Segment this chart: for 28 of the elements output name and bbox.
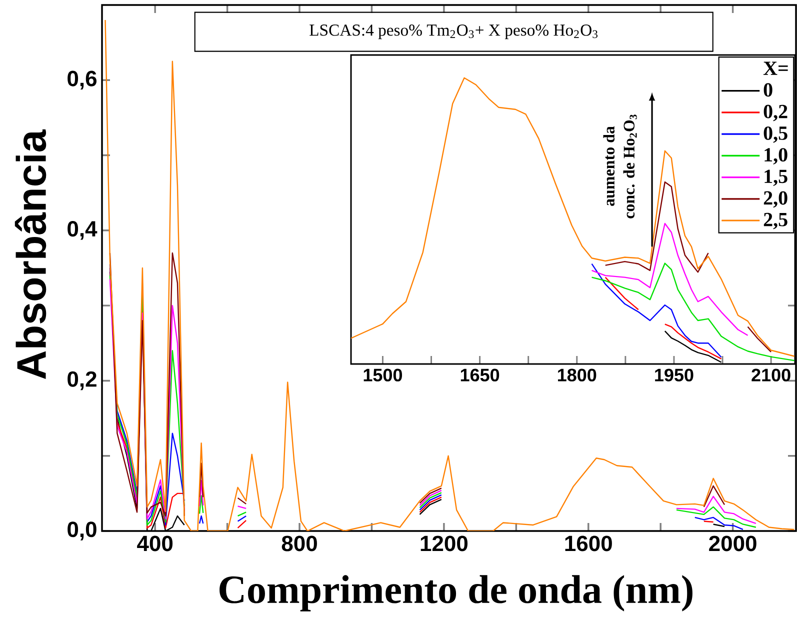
x-axis-title: Comprimento de onda (nm) [220, 575, 692, 612]
legend-label: 2,0 [764, 191, 788, 208]
x-tick-label: 1950 [655, 368, 694, 382]
legend-label: 0,5 [764, 126, 788, 143]
line-series [104, 19, 795, 531]
y-tick-label: 0,6 [68, 70, 96, 90]
text: LSCAS:4 peso% Tm$_{2}$O$_{3}$+ X peso% Ho$_{2}$O$_{3}$ [310, 24, 598, 40]
y-axis-title: Absorbância [14, 129, 46, 379]
annotation: aumento da [603, 126, 615, 206]
legend-label: 2,5 [764, 212, 788, 230]
annotation: conc. de Ho$_{2}$O$_{3}$ [623, 114, 637, 218]
x-tick-label: 1600 [565, 536, 612, 552]
x-tick-label: 2000 [709, 536, 756, 552]
x-tick-label: 1650 [460, 368, 500, 382]
x-tick-label: 1500 [364, 368, 402, 382]
legend-label: 1,0 [764, 148, 788, 164]
y-tick-label: 0,4 [68, 221, 98, 240]
y-tick-label: 0,2 [68, 371, 96, 390]
legend-title: X= [763, 62, 788, 75]
x-tick-label: 2100 [752, 368, 790, 382]
x-tick-label: 1200 [420, 536, 468, 552]
x-tick-label: 1800 [558, 368, 596, 382]
legend-label: 0,2 [764, 104, 788, 122]
x-tick-label: 800 [282, 536, 317, 552]
x-tick-label: 400 [137, 536, 173, 552]
y-tick-label: 0,0 [68, 522, 96, 540]
legend-label: 0 [764, 83, 772, 97]
legend-label: 1,5 [764, 170, 788, 186]
